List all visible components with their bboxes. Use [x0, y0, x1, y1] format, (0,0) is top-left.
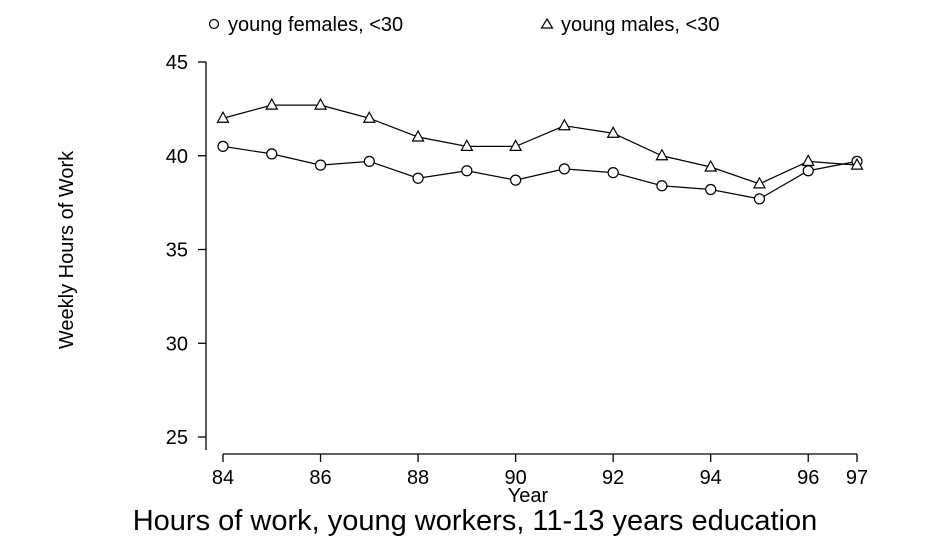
- data-point-circle: [607, 167, 619, 179]
- data-point-circle: [656, 180, 668, 192]
- data-point-circle: [558, 163, 570, 175]
- x-tick-label: 86: [309, 467, 331, 489]
- data-point-triangle: [704, 159, 718, 172]
- series-line-males: [222, 104, 858, 185]
- legend-label-females: young females, <30: [228, 14, 403, 36]
- data-point-circle: [314, 159, 327, 171]
- data-point-triangle: [557, 118, 571, 131]
- y-tick-label: 45: [166, 52, 188, 74]
- data-point-circle: [802, 165, 814, 177]
- legend-circle-marker: [208, 18, 220, 30]
- series-line-females: [222, 145, 858, 200]
- x-tick-label: 96: [797, 467, 819, 489]
- data-point-triangle: [655, 148, 669, 161]
- data-point-circle: [363, 155, 375, 167]
- legend-label-males: young males, <30: [561, 14, 719, 36]
- data-point-triangle: [314, 97, 328, 110]
- data-point-triangle: [362, 111, 376, 123]
- y-axis-title: Weekly Hours of Work: [56, 150, 78, 349]
- x-axis-title: Year: [508, 485, 549, 507]
- x-tick-label: 92: [602, 467, 624, 489]
- legend-triangle-marker: [540, 17, 554, 29]
- y-tick-label: 30: [166, 333, 188, 355]
- data-point-circle: [753, 193, 766, 205]
- x-tick-label: 94: [700, 467, 722, 489]
- data-point-triangle: [752, 176, 766, 189]
- data-point-triangle: [460, 139, 474, 151]
- x-tick-label: 88: [407, 467, 429, 489]
- data-point-triangle: [509, 139, 523, 151]
- y-axis-ticks: 25 30 35 40 45: [166, 52, 206, 449]
- x-axis-ticks: 84 86 88 90 92 94 96 97: [212, 454, 868, 489]
- data-point-triangle: [850, 157, 864, 170]
- series-group: [216, 97, 864, 205]
- legend: young females, <30 young males, <30: [208, 14, 719, 36]
- data-point-circle: [705, 183, 717, 196]
- x-tick-label: 97: [846, 467, 868, 489]
- x-tick-label: 90: [504, 467, 526, 489]
- data-point-triangle: [606, 126, 620, 138]
- data-point-circle: [217, 140, 229, 152]
- y-tick-label: 40: [166, 146, 188, 168]
- chart-title: Hours of work, young workers, 11-13 year…: [133, 505, 818, 537]
- data-point-triangle: [265, 97, 279, 110]
- data-point-circle: [412, 172, 424, 184]
- data-point-triangle: [411, 129, 425, 142]
- y-tick-label: 25: [166, 427, 188, 449]
- data-point-triangle: [216, 111, 230, 123]
- data-point-circle: [510, 174, 522, 186]
- x-tick-label: 84: [212, 467, 234, 489]
- y-tick-label: 35: [166, 240, 188, 262]
- data-point-triangle: [801, 154, 815, 166]
- data-point-circle: [266, 148, 278, 160]
- data-point-circle: [461, 165, 473, 177]
